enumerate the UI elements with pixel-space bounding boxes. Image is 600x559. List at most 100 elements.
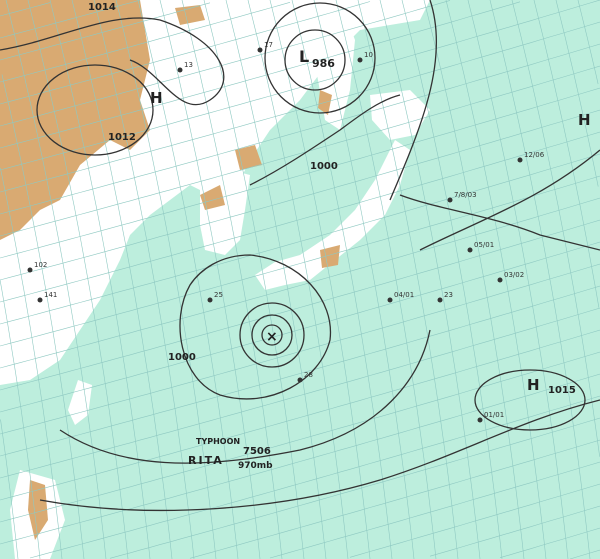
typhoon-name: RITA [188, 454, 224, 467]
isobar-east-2 [419, 149, 600, 251]
latitude-line [269, 461, 600, 559]
isobar-1000-typhoon [179, 254, 332, 400]
station-dot [357, 57, 363, 63]
station-dot [37, 297, 43, 303]
longitude-line [269, 0, 371, 559]
longitude-line [401, 0, 503, 559]
station-value: 03/02 [504, 271, 524, 279]
longitude-line [357, 0, 459, 559]
station-value: 7/8/03 [454, 191, 477, 199]
longitude-line [115, 0, 217, 559]
station-dot [27, 267, 33, 273]
latitude-line [0, 329, 600, 501]
station-value: 01/01 [484, 411, 504, 419]
isobar-south-1 [59, 329, 431, 464]
station-value: 10 [364, 51, 373, 59]
longitude-line [555, 0, 599, 187]
pressure-label-1015: 1015 [548, 385, 576, 396]
latitude-line [569, 549, 600, 559]
pressure-label-1000-japan: 1000 [310, 161, 338, 172]
latitude-line [0, 0, 141, 39]
isobar-1014 [0, 17, 225, 106]
isobar-east-1 [389, 0, 438, 201]
latitude-line [0, 87, 600, 259]
station-value: 25 [214, 291, 223, 299]
latitude-line [429, 505, 600, 557]
latitude-line [0, 131, 600, 303]
isobar-low-986 [284, 29, 346, 91]
highland-2 [100, 80, 140, 135]
longitude-line [379, 0, 481, 559]
longitude-line [533, 0, 600, 308]
hokkaido-land [370, 90, 430, 140]
isobar-low-outer [264, 2, 376, 114]
taiwan-land [68, 380, 92, 425]
latitude-line [0, 153, 600, 325]
longitude-line [445, 0, 547, 559]
station-value: 141 [44, 291, 57, 299]
station-value: 04/01 [394, 291, 414, 299]
longitude-line [489, 0, 591, 559]
longitude-line [0, 167, 63, 559]
longitude-line [203, 0, 305, 559]
longitude-line [27, 0, 129, 559]
longitude-line [71, 0, 173, 559]
station-value: 23 [444, 291, 453, 299]
typhoon-pressure: 970mb [238, 461, 273, 471]
station-dot [177, 67, 183, 73]
latitude-line [0, 197, 600, 369]
isobar-typhoon-3 [239, 302, 305, 368]
station-dot [477, 417, 483, 423]
longitude-line [181, 0, 283, 559]
latitude-line [0, 2, 291, 83]
latitude-line [189, 439, 600, 559]
latitude-line [0, 109, 600, 281]
longitude-line [313, 0, 415, 559]
longitude-line [159, 0, 261, 559]
latitude-line [0, 175, 600, 347]
pressure-label-986: 986 [312, 57, 335, 70]
longitude-line [0, 279, 41, 559]
longitude-line [137, 0, 239, 559]
station-dot [437, 297, 443, 303]
station-dot [467, 247, 473, 253]
pressure-label-1014: 1014 [88, 2, 116, 13]
highland-7 [28, 480, 48, 540]
station-value: 13 [184, 61, 193, 69]
station-dot [257, 47, 263, 53]
latitude-line [0, 65, 600, 237]
longitude-line [577, 0, 599, 85]
latitude-line [0, 351, 600, 523]
longitude-line [0, 419, 19, 559]
longitude-line [291, 0, 393, 559]
latitude-line [0, 0, 600, 171]
latitude-line [0, 43, 600, 215]
longitude-line [511, 0, 600, 457]
isobar-high-1015 [474, 369, 586, 431]
isobar-1000-japan [249, 94, 401, 186]
station-dot [497, 277, 503, 283]
station-value: 17 [264, 41, 273, 49]
highland-1 [0, 0, 150, 240]
station-dot [387, 297, 393, 303]
longitude-line [49, 0, 151, 559]
pressure-label-1000-typhoon: 1000 [168, 352, 196, 363]
typhoon-type-label: TYPHOON [196, 437, 240, 446]
station-value: 05/01 [474, 241, 494, 249]
station-plots: 13 17 10 25 28 23 05/01 03/02 12/06 01/01 04/01 7/8… [27, 41, 545, 423]
station-value: 28 [304, 371, 313, 379]
highland-3 [175, 5, 205, 25]
typhoon-center-symbol: × [266, 329, 278, 345]
station-dot [207, 297, 213, 303]
latitude-line [0, 1, 521, 149]
station-dot [297, 377, 303, 383]
isobar-south-2 [39, 399, 600, 512]
latitude-line [0, 373, 600, 545]
longitude-line [247, 0, 349, 559]
isobars [0, 0, 600, 512]
high-center-left: H [150, 89, 163, 107]
isobar-1012 [36, 64, 154, 156]
longitude-line [335, 0, 437, 559]
